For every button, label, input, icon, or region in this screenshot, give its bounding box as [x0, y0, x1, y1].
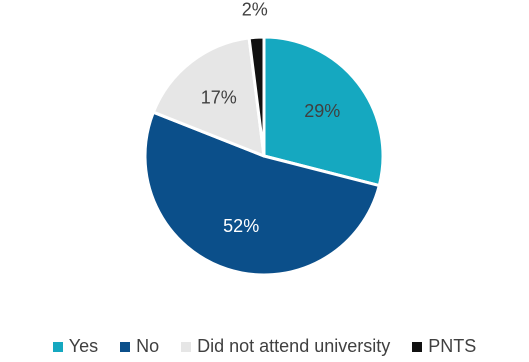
legend-label-did-not-attend: Did not attend university — [197, 336, 391, 356]
pie-slice-yes — [262, 35, 385, 188]
slice-label-yes: 29% — [304, 101, 340, 121]
legend-swatch-no — [120, 341, 131, 352]
legend-label-no: No — [136, 336, 160, 356]
pie-slice-did-not-attend-university — [151, 36, 266, 158]
legend-item-did-not-attend: Did not attend university — [181, 336, 390, 357]
legend-item-no: No — [120, 336, 159, 357]
legend-label-pnts: PNTS — [428, 336, 477, 356]
chart-legend: Yes No Did not attend university PNTS — [0, 336, 529, 357]
legend-label-yes: Yes — [68, 336, 99, 356]
legend-swatch-did-not-attend — [181, 341, 192, 352]
slice-label-no: 52% — [223, 216, 259, 236]
legend-item-yes: Yes — [52, 336, 99, 357]
pie-slice-pnts — [247, 35, 266, 158]
slice-label-did-not-attend-university: 17% — [201, 88, 237, 108]
legend-swatch-yes — [52, 341, 63, 352]
pie-slice-no — [143, 110, 381, 277]
legend-swatch-pnts — [412, 341, 423, 352]
slice-label-pnts: 2% — [242, 0, 268, 19]
legend-item-pnts: PNTS — [412, 336, 476, 357]
